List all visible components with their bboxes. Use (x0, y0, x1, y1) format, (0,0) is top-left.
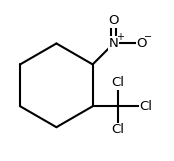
Text: N: N (109, 37, 118, 50)
Text: O: O (108, 14, 119, 27)
Text: +: + (116, 32, 124, 42)
Text: Cl: Cl (111, 123, 124, 136)
Text: O: O (137, 37, 147, 50)
Text: Cl: Cl (139, 100, 152, 113)
Text: −: − (144, 32, 152, 42)
Text: Cl: Cl (111, 76, 124, 89)
